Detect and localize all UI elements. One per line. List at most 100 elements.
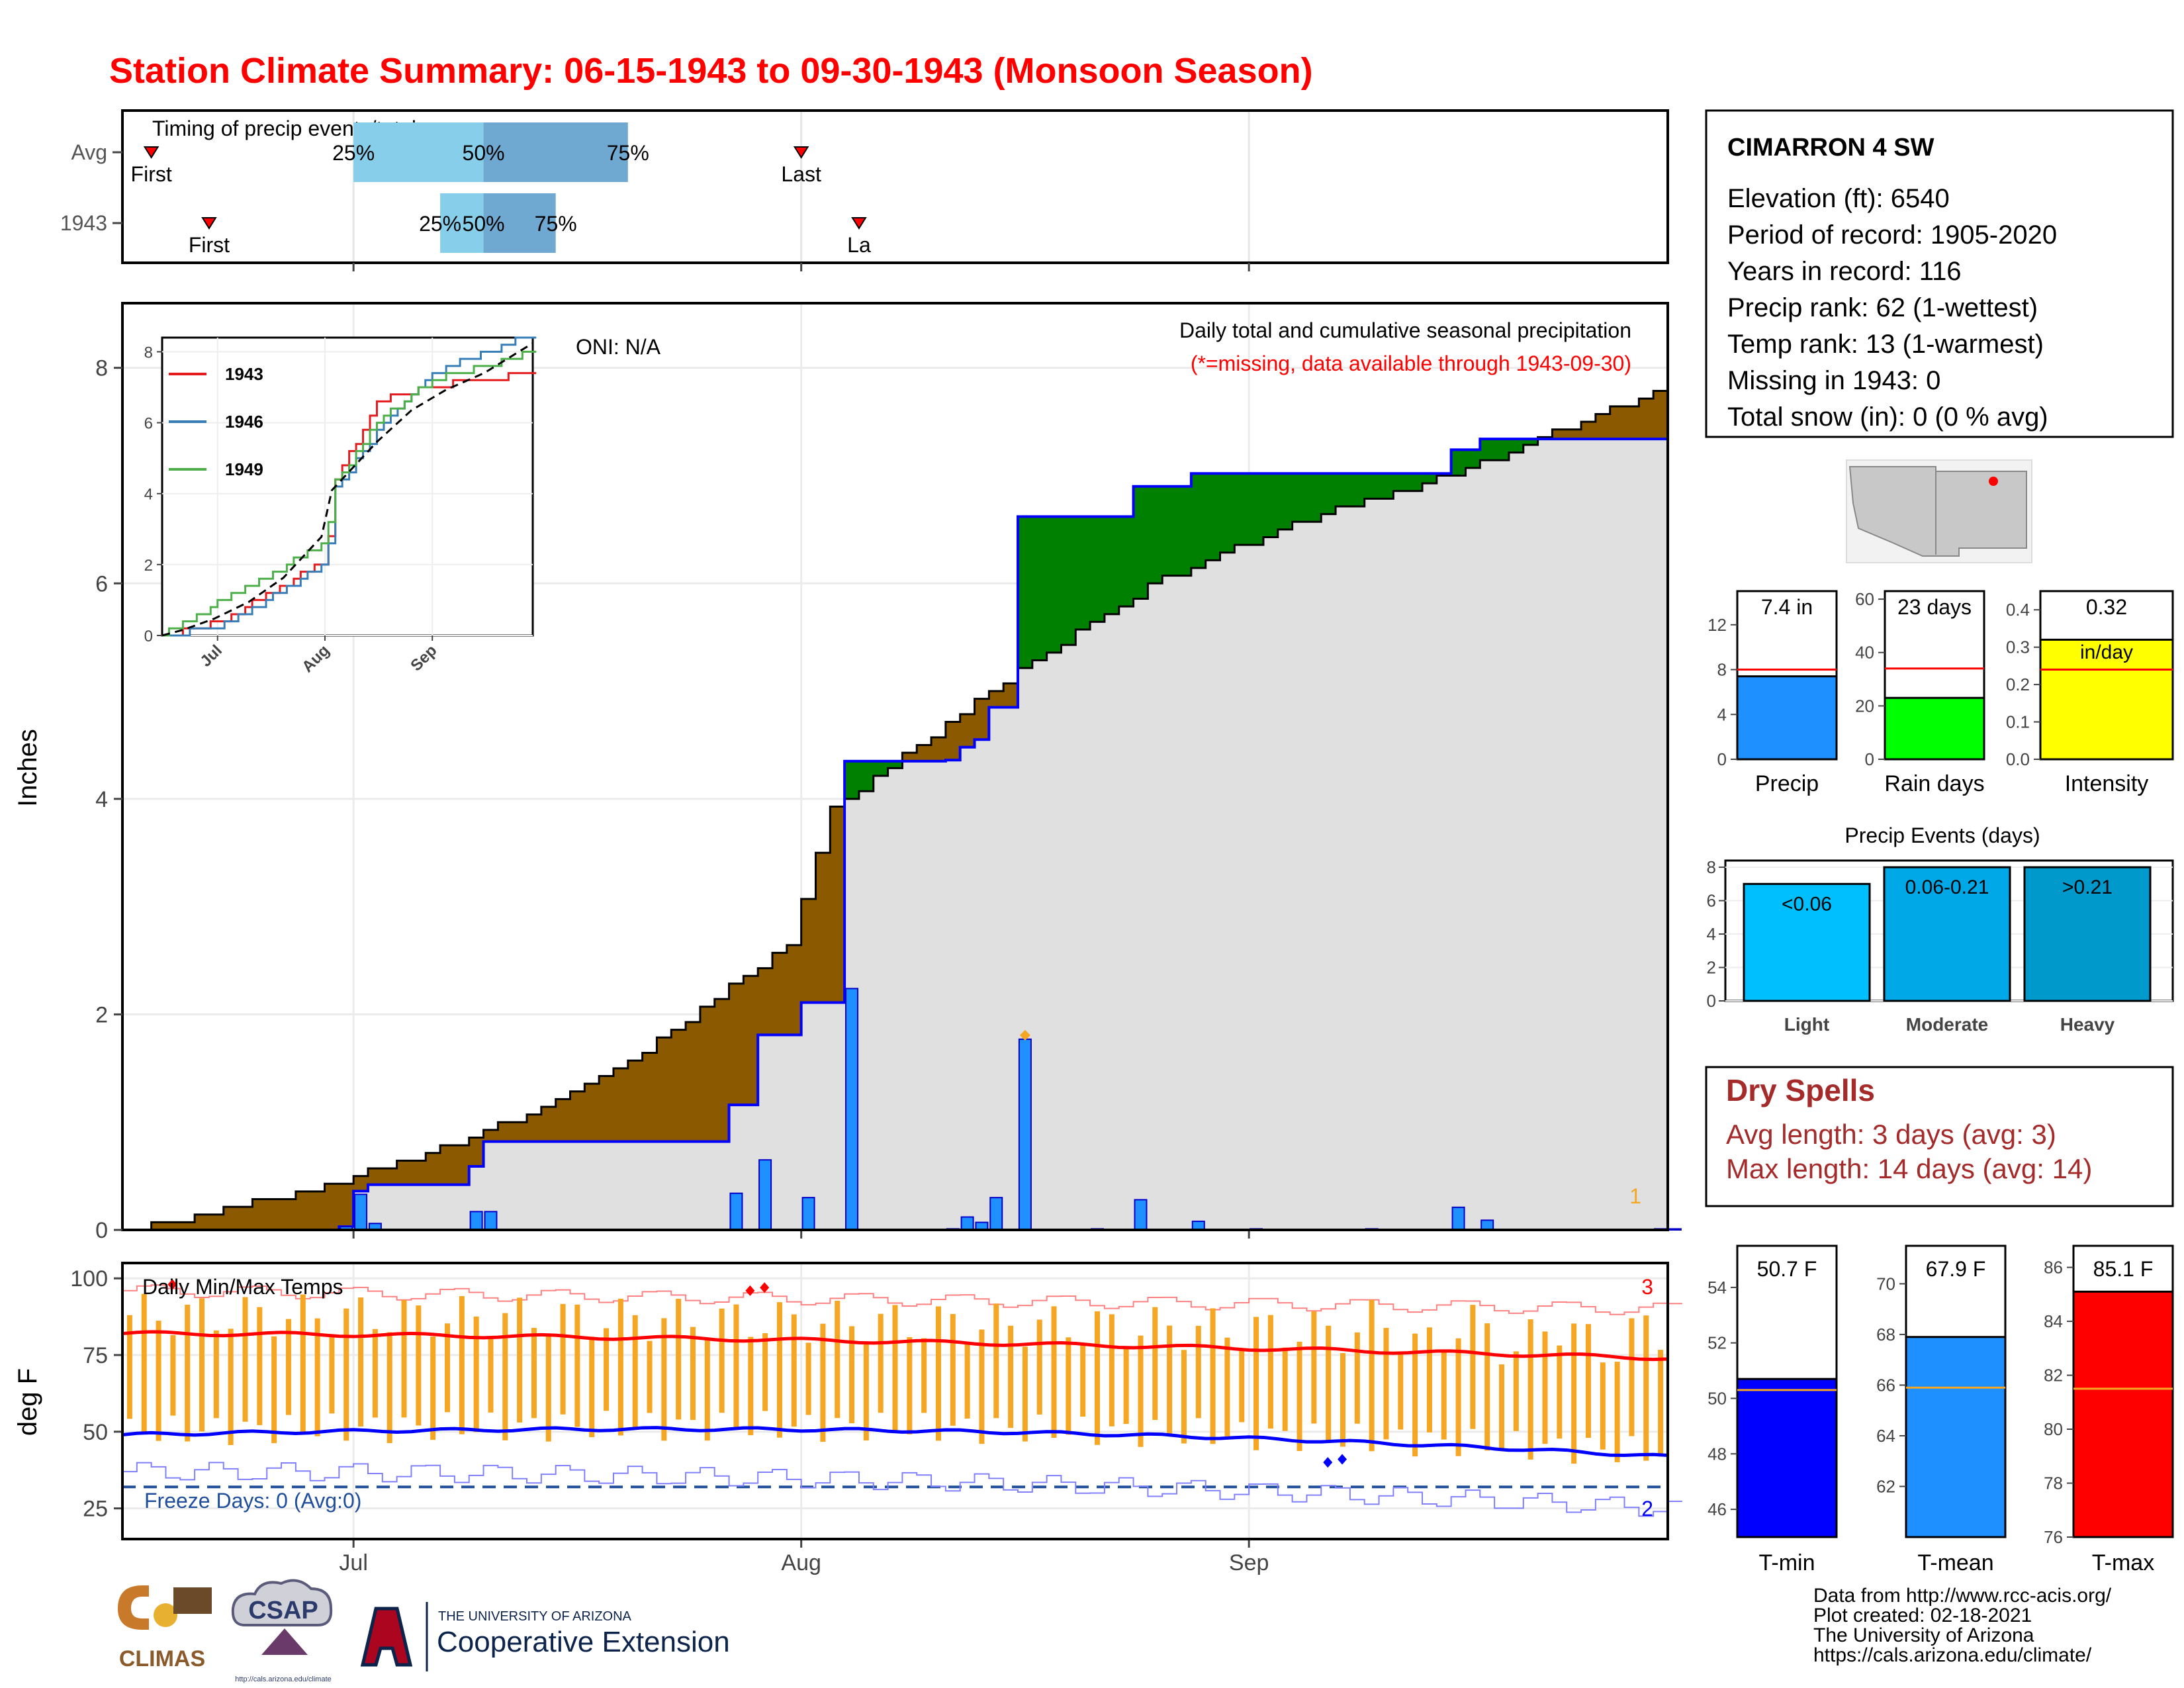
- timing-bar-q25-q50: [440, 193, 484, 253]
- daily-precip-bar: [729, 1192, 743, 1231]
- events-y-tick-label: 4: [1707, 924, 1716, 944]
- daily-temp-range-bar: [1066, 1337, 1071, 1435]
- precip-deficit-area: [426, 1152, 441, 1185]
- timing-row-label-1943: 1943: [60, 211, 107, 235]
- precip-deficit-area: [786, 945, 802, 1035]
- precip-deficit-area: [324, 1184, 340, 1230]
- timing-bar-q50-q75: [483, 193, 556, 253]
- inset-legend-label: 1946: [225, 412, 263, 432]
- station-temp-rank: Temp rank: 13 (1-warmest): [1727, 330, 2044, 359]
- precip-surplus-area: [1220, 473, 1235, 553]
- temp-panel: 100 75 50 25 deg F Daily Min/Max Temps Free…: [13, 1262, 1682, 1548]
- precip-deficit-area: [527, 1114, 542, 1142]
- station-info-box: CIMARRON 4 SW Elevation (ft): 6540 Perio…: [1705, 109, 2174, 438]
- tempbar-y-tick-label: 86: [2044, 1258, 2063, 1278]
- record-high-line: [122, 1284, 1682, 1315]
- month-tick-label: Sep: [1229, 1550, 1269, 1575]
- daily-temp-range-bar: [1571, 1323, 1577, 1464]
- month-tick-label: Jul: [339, 1550, 367, 1575]
- daily-temp-range-bar: [1369, 1299, 1375, 1452]
- freeze-days-label: Freeze Days: 0 (Avg:0): [144, 1489, 361, 1513]
- precip-deficit-area: [1624, 406, 1639, 440]
- precip-y-axis-label: Inches: [13, 729, 42, 807]
- precip-surplus-area: [1306, 473, 1322, 522]
- daily-precip-bar: [484, 1211, 498, 1231]
- daily-temp-range-bar: [776, 1302, 782, 1438]
- events-bar: [1743, 882, 1871, 1002]
- precip-deficit-area: [714, 999, 730, 1142]
- timing-q25-label: 25%: [419, 212, 461, 236]
- daily-temp-range-bar: [1123, 1346, 1129, 1425]
- daily-temp-range-bar: [1629, 1318, 1635, 1436]
- summary-unit-label: in/day: [2080, 641, 2133, 663]
- daily-temp-range-bar: [502, 1313, 508, 1440]
- daily-temp-range-bar: [632, 1315, 638, 1429]
- precip-surplus-area: [1349, 473, 1365, 506]
- precip-surplus-area: [1336, 473, 1351, 506]
- precip-deficit-area: [627, 1060, 643, 1142]
- daily-temp-range-bar: [257, 1307, 263, 1425]
- daily-temp-range-bar: [878, 1313, 884, 1413]
- precip-events-title: Precip Events (days): [1844, 823, 2040, 847]
- cumulative-1943-line: [122, 430, 1669, 1231]
- daily-temp-range-bar: [343, 1308, 349, 1441]
- precip-deficit-area: [570, 1091, 585, 1142]
- precip-surplus-area: [1480, 439, 1495, 461]
- daily-temp-range-bar: [690, 1327, 696, 1421]
- daily-temp-range-bar: [1354, 1332, 1360, 1424]
- daily-temp-range-bar: [1195, 1325, 1201, 1419]
- precip-deficit-area: [339, 1184, 354, 1227]
- precip-deficit-area: [989, 691, 1004, 708]
- precip-deficit-area: [1552, 429, 1567, 440]
- precip-deficit-area: [382, 1168, 398, 1185]
- precip-y-tick-label: 2: [95, 1002, 108, 1027]
- summary-value-bar: [2039, 638, 2174, 761]
- precip-surplus-area: [844, 761, 860, 799]
- daily-temp-range-bar: [1614, 1362, 1620, 1462]
- daily-temp-range-bar: [1600, 1362, 1606, 1450]
- timing-bar-q50-q75: [483, 122, 628, 182]
- daily-temp-range-bar: [574, 1304, 580, 1427]
- daily-temp-range-bar: [1152, 1307, 1158, 1421]
- precip-surplus-area: [1032, 516, 1048, 661]
- summary-category-label: Precip: [1755, 771, 1819, 796]
- record-low-count: 2: [1641, 1497, 1653, 1521]
- footer: CLIMAS CSAP http://cals.arizona.edu/clim…: [118, 1579, 2112, 1683]
- daily-temp-range-bar: [271, 1336, 277, 1444]
- precip-surplus-area: [873, 761, 889, 776]
- events-y-tick-label: 0: [1707, 991, 1716, 1011]
- daily-temp-range-bar: [835, 1300, 841, 1419]
- summary-category-label: Intensity: [2065, 771, 2149, 796]
- daily-precip-bar: [469, 1211, 483, 1231]
- station-snow: Total snow (in): 0 (0 % avg): [1727, 402, 2048, 432]
- daily-temp-range-bar: [1455, 1338, 1461, 1456]
- summary-y-tick-label: 4: [1717, 704, 1727, 724]
- temp-y-tick-label: 25: [83, 1497, 108, 1522]
- precip-deficit-area: [1567, 429, 1582, 440]
- events-y-tick-label: 8: [1707, 857, 1716, 877]
- record-precip-marker: [1019, 1029, 1030, 1041]
- precip-surplus-area: [1017, 516, 1033, 669]
- tempbar-y-tick-label: 54: [1707, 1278, 1727, 1297]
- station-location-dot: [1989, 477, 1998, 486]
- daily-temp-range-bar: [1022, 1346, 1028, 1442]
- precip-y-tick-label: 6: [95, 571, 108, 596]
- tempbar-y-tick-label: 80: [2044, 1419, 2063, 1439]
- daily-temp-range-bar: [661, 1318, 667, 1441]
- inset-y-tick-label: 8: [144, 344, 153, 361]
- precip-deficit-area: [238, 1207, 253, 1230]
- tempbar-y-tick-label: 46: [1707, 1499, 1727, 1519]
- station-period: Period of record: 1905-2020: [1727, 220, 2057, 250]
- precip-surplus-area: [1205, 473, 1221, 561]
- csap-logo-url: http://cals.arizona.edu/climate: [235, 1675, 332, 1683]
- daily-temp-range-bar: [1224, 1337, 1230, 1436]
- summary-value-bar: [1736, 675, 1838, 761]
- precip-deficit-area: [1639, 399, 1654, 440]
- ua-logo-large-text: Cooperative Extension: [437, 1626, 730, 1658]
- precip-deficit-area: [613, 1068, 629, 1142]
- precip-surplus-area: [1422, 473, 1437, 484]
- tempbar-value-bar: [1736, 1378, 1838, 1538]
- precip-deficit-area: [267, 1199, 282, 1230]
- precip-deficit-area: [902, 753, 917, 761]
- daily-temp-range-bar: [126, 1315, 132, 1419]
